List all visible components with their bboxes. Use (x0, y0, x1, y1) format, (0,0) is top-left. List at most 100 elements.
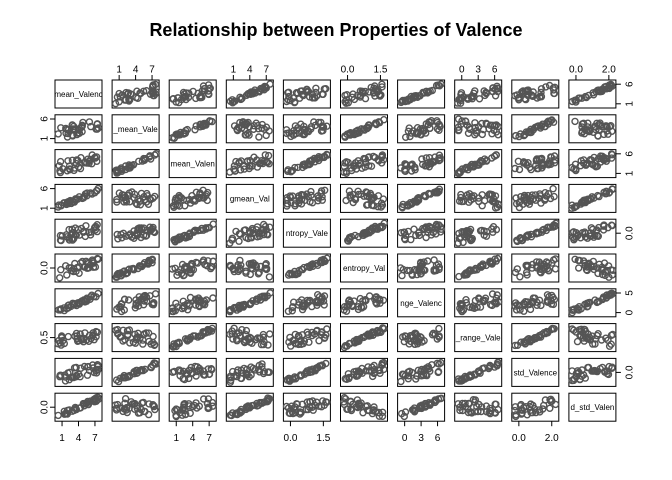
scatter-point (121, 395, 130, 403)
panel-frame (511, 183, 560, 213)
scatter-point (379, 156, 388, 164)
panel-r7-c8 (454, 288, 503, 318)
tick-label: 6 (40, 185, 51, 191)
scatter-point (57, 371, 65, 379)
scatter-point (57, 266, 65, 274)
scatter-point (361, 155, 369, 163)
panel-r2-c6 (340, 114, 388, 144)
panel-r3-c5 (282, 149, 332, 179)
tick-label: 0.0 (283, 433, 297, 444)
tick-label: 1 (625, 101, 636, 107)
scatter-point (203, 262, 211, 270)
scatter-point (122, 196, 130, 204)
scatter-point (513, 236, 521, 245)
scatter-point (121, 336, 129, 344)
scatter-point (86, 155, 95, 164)
scatter-point (585, 127, 594, 136)
scatter-point (425, 153, 434, 162)
scatter-point (298, 400, 307, 408)
scatter-point (94, 255, 102, 263)
panel-r1-c10 (568, 79, 617, 109)
scatter-point (262, 123, 271, 131)
scatter-point (454, 169, 462, 177)
scatter-point (80, 400, 89, 408)
panel-r10-c6 (340, 392, 388, 422)
scatter-point (245, 373, 253, 381)
panel-frame (111, 114, 160, 144)
diagonal-label: _range_Vale (455, 334, 501, 343)
scatter-point (607, 221, 616, 229)
scatter-point (282, 97, 291, 106)
scatter-point (246, 300, 254, 309)
scatter-point (603, 266, 612, 275)
scatter-point (603, 291, 611, 299)
scatter-point (578, 120, 586, 128)
scatter-point (349, 90, 357, 98)
scatter-point (204, 257, 212, 265)
scatter-point (456, 95, 464, 103)
scatter-point (85, 118, 94, 126)
scatter-point (73, 129, 82, 137)
panel-frame (568, 288, 617, 318)
panel-frame (282, 323, 331, 353)
scatter-point (550, 152, 559, 160)
scatter-point (397, 377, 405, 386)
scatter-point (168, 265, 177, 273)
scatter-point (551, 158, 559, 167)
scatter-point (290, 270, 299, 278)
panel-r1-c4 (225, 79, 274, 109)
scatter-point (532, 258, 541, 266)
panel-r10-c3 (168, 392, 217, 422)
scatter-point (571, 255, 579, 263)
scatter-point (465, 373, 474, 381)
scatter-point (607, 266, 615, 274)
scatter-point (61, 377, 70, 385)
scatter-point (56, 373, 64, 381)
panel-r8-c3 (168, 323, 217, 353)
scatter-point (172, 299, 180, 307)
scatter-point (149, 301, 158, 309)
scatter-point (532, 408, 540, 417)
scatter-point (291, 405, 299, 413)
scatter-point (488, 290, 497, 298)
tick-label: 0.0 (40, 400, 51, 414)
scatter-point (93, 362, 102, 371)
panel-frame (511, 218, 560, 248)
scatter-point (66, 368, 74, 376)
scatter-point (348, 302, 357, 311)
scatter-point (521, 159, 530, 168)
tick-label: 0.5 (40, 330, 51, 344)
scatter-point (285, 374, 293, 383)
scatter-point (458, 375, 466, 383)
scatter-point (118, 91, 126, 99)
panel-frame (340, 288, 388, 318)
scatter-point (79, 228, 88, 236)
scatter-point (310, 118, 318, 126)
scatter-point (298, 296, 306, 304)
panel-frame (340, 114, 388, 144)
panel-r5-c10 (568, 218, 617, 248)
scatter-point (306, 403, 314, 412)
scatter-point (140, 407, 149, 416)
scatter-point (454, 400, 462, 408)
scatter-point (94, 366, 102, 374)
scatter-point (199, 395, 208, 403)
scatter-point (314, 364, 322, 372)
scatter-point (148, 256, 156, 264)
scatter-point (58, 232, 66, 240)
panel-frame (225, 392, 274, 422)
scatter-point (412, 330, 420, 338)
scatter-point (489, 84, 497, 92)
tick-label: 6 (435, 433, 441, 444)
panel-r1-c1: mean_Valenc (54, 79, 103, 109)
scatter-point (474, 407, 482, 416)
scatter-point (263, 158, 272, 167)
scatter-point (173, 271, 181, 279)
scatter-point (228, 234, 237, 243)
scatter-point (408, 368, 416, 377)
scatter-point (528, 191, 536, 199)
scatter-point (94, 124, 103, 132)
scatter-point (226, 97, 235, 106)
scatter-point (183, 125, 192, 134)
scatter-point (461, 399, 469, 408)
